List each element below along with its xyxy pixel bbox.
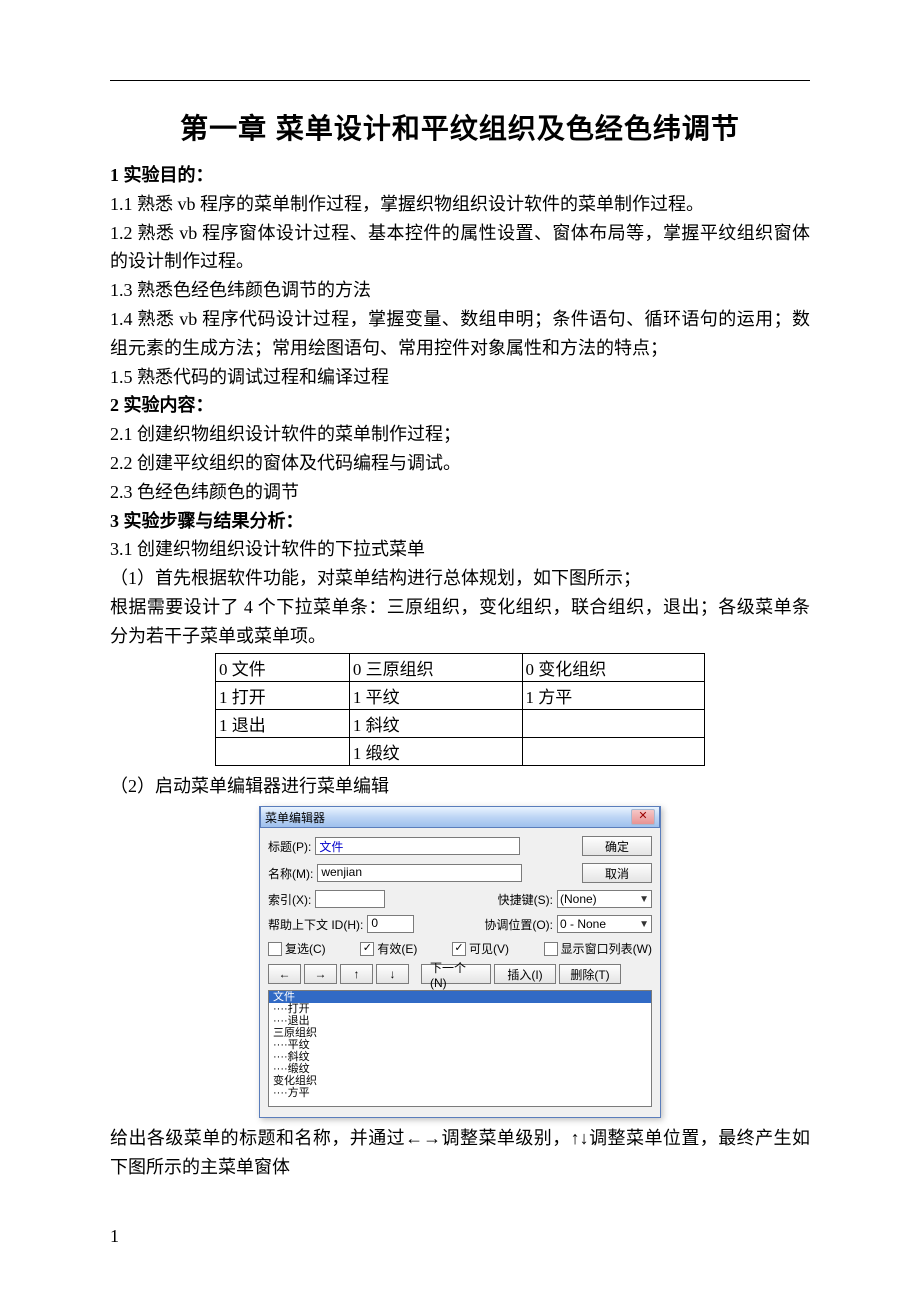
table-cell: 0 三原组织 [349, 653, 522, 681]
dialog-body: 标题(P): 文件 确定 名称(M): wenjian 取消 索引(X): 快捷… [260, 828, 660, 1117]
checkbox-icon: ✓ [360, 942, 374, 956]
list-item[interactable]: 变化组织 [269, 1075, 651, 1087]
table-cell: 1 方平 [522, 681, 704, 709]
table-cell [522, 709, 704, 737]
para-3-1-2: （2）启动菜单编辑器进行菜单编辑 [110, 772, 810, 801]
shortcut-select[interactable]: (None) ▼ [557, 890, 652, 908]
negotiate-value: 0 - None [560, 917, 606, 931]
table-cell: 0 变化组织 [522, 653, 704, 681]
table-row: 1 打开1 平纹1 方平 [216, 681, 705, 709]
para-3-1-desc: 根据需要设计了 4 个下拉菜单条：三原组织，变化组织，联合组织，退出；各级菜单条… [110, 593, 810, 651]
shortcut-label: 快捷键(S): [498, 891, 553, 908]
helpctx-input[interactable]: 0 [367, 915, 414, 933]
chevron-down-icon: ▼ [639, 894, 649, 905]
ok-button[interactable]: 确定 [582, 836, 652, 856]
next-button[interactable]: 下一个(N) [421, 964, 491, 984]
negotiate-select[interactable]: 0 - None ▼ [557, 915, 652, 933]
page-number: 1 [110, 1222, 810, 1251]
table-row: 0 文件0 三原组织0 变化组织 [216, 653, 705, 681]
list-item[interactable]: ····斜纹 [269, 1051, 651, 1063]
document-page: 第一章 菜单设计和平纹组织及色经色纬调节 1 实验目的： 1.1 熟悉 vb 程… [0, 0, 920, 1291]
list-item[interactable]: 文件 [269, 991, 651, 1003]
negotiate-label: 协调位置(O): [484, 916, 553, 933]
insert-button[interactable]: 插入(I) [494, 964, 556, 984]
name-label: 名称(M): [268, 865, 313, 882]
para-after-dialog: 给出各级菜单的标题和名称，并通过←→调整菜单级别，↑↓调整菜单位置，最终产生如下… [110, 1124, 810, 1182]
para-2-3: 2.3 色经色纬颜色的调节 [110, 478, 810, 507]
table-cell: 1 退出 [216, 709, 350, 737]
visible-label: 可见(V) [469, 940, 509, 957]
list-item[interactable]: 三原组织 [269, 1027, 651, 1039]
section-2-heading: 2 实验内容： [110, 391, 810, 420]
list-item[interactable]: ····退出 [269, 1015, 651, 1027]
caption-input[interactable]: 文件 [315, 837, 520, 855]
table-cell: 0 文件 [216, 653, 350, 681]
checked-label: 复选(C) [285, 940, 326, 957]
windowlist-label: 显示窗口列表(W) [561, 940, 652, 957]
para-1-2: 1.2 熟悉 vb 程序窗体设计过程、基本控件的属性设置、窗体布局等，掌握平纹组… [110, 219, 810, 277]
para-1-5: 1.5 熟悉代码的调试过程和编译过程 [110, 363, 810, 392]
section-1-heading: 1 实验目的： [110, 161, 810, 190]
menu-listbox[interactable]: 文件····打开····退出三原组织····平纹····斜纹····缎纹变化组织… [268, 990, 652, 1107]
para-1-3: 1.3 熟悉色经色纬颜色调节的方法 [110, 276, 810, 305]
helpctx-label: 帮助上下文 ID(H): [268, 916, 363, 933]
cancel-button[interactable]: 取消 [582, 863, 652, 883]
table-row: 1 缎纹 [216, 737, 705, 765]
para-3-1: 3.1 创建织物组织设计软件的下拉式菜单 [110, 535, 810, 564]
dialog-title-text: 菜单编辑器 [265, 809, 325, 826]
list-item[interactable]: ····缎纹 [269, 1063, 651, 1075]
enabled-label: 有效(E) [377, 940, 417, 957]
caption-label: 标题(P): [268, 838, 311, 855]
checkbox-icon: ✓ [452, 942, 466, 956]
table-cell: 1 打开 [216, 681, 350, 709]
table-cell [216, 737, 350, 765]
menu-structure-table: 0 文件0 三原组织0 变化组织1 打开1 平纹1 方平1 退出1 斜纹1 缎纹 [215, 653, 705, 766]
move-down-button[interactable]: ↓ [376, 964, 409, 984]
close-icon[interactable]: ✕ [631, 809, 655, 825]
name-input[interactable]: wenjian [317, 864, 522, 882]
index-label: 索引(X): [268, 891, 311, 908]
index-input[interactable] [315, 890, 385, 908]
delete-button[interactable]: 删除(T) [559, 964, 621, 984]
list-item[interactable]: ····方平 [269, 1087, 651, 1099]
table-cell: 1 缎纹 [349, 737, 522, 765]
move-left-button[interactable]: ← [268, 964, 301, 984]
section-3-heading: 3 实验步骤与结果分析： [110, 507, 810, 536]
move-right-button[interactable]: → [304, 964, 337, 984]
checkbox-icon [544, 942, 558, 956]
list-item[interactable]: ····打开 [269, 1003, 651, 1015]
menu-editor-dialog-wrap: 菜单编辑器 ✕ 标题(P): 文件 确定 名称(M): wenjian 取消 [110, 806, 810, 1118]
table-cell: 1 斜纹 [349, 709, 522, 737]
enabled-checkbox[interactable]: ✓ 有效(E) [360, 940, 417, 957]
para-2-2: 2.2 创建平纹组织的窗体及代码编程与调试。 [110, 449, 810, 478]
chevron-down-icon: ▼ [639, 919, 649, 930]
chapter-title: 第一章 菜单设计和平纹组织及色经色纬调节 [110, 107, 810, 147]
shortcut-value: (None) [560, 892, 597, 906]
table-row: 1 退出1 斜纹 [216, 709, 705, 737]
para-3-1-1: （1）首先根据软件功能，对菜单结构进行总体规划，如下图所示； [110, 564, 810, 593]
para-1-1: 1.1 熟悉 vb 程序的菜单制作过程，掌握织物组织设计软件的菜单制作过程。 [110, 190, 810, 219]
dialog-titlebar[interactable]: 菜单编辑器 ✕ [260, 806, 660, 828]
nav-button-row: ← → ↑ ↓ 下一个(N) 插入(I) 删除(T) [268, 964, 652, 984]
visible-checkbox[interactable]: ✓ 可见(V) [452, 940, 509, 957]
table-cell: 1 平纹 [349, 681, 522, 709]
para-2-1: 2.1 创建织物组织设计软件的菜单制作过程； [110, 420, 810, 449]
table-cell [522, 737, 704, 765]
checked-checkbox[interactable]: 复选(C) [268, 940, 326, 957]
para-1-4: 1.4 熟悉 vb 程序代码设计过程，掌握变量、数组申明；条件语句、循环语句的运… [110, 305, 810, 363]
top-rule [110, 80, 810, 81]
checkbox-icon [268, 942, 282, 956]
list-item[interactable]: ····平纹 [269, 1039, 651, 1051]
menu-editor-dialog: 菜单编辑器 ✕ 标题(P): 文件 确定 名称(M): wenjian 取消 [259, 806, 661, 1118]
windowlist-checkbox[interactable]: 显示窗口列表(W) [544, 940, 652, 957]
move-up-button[interactable]: ↑ [340, 964, 373, 984]
